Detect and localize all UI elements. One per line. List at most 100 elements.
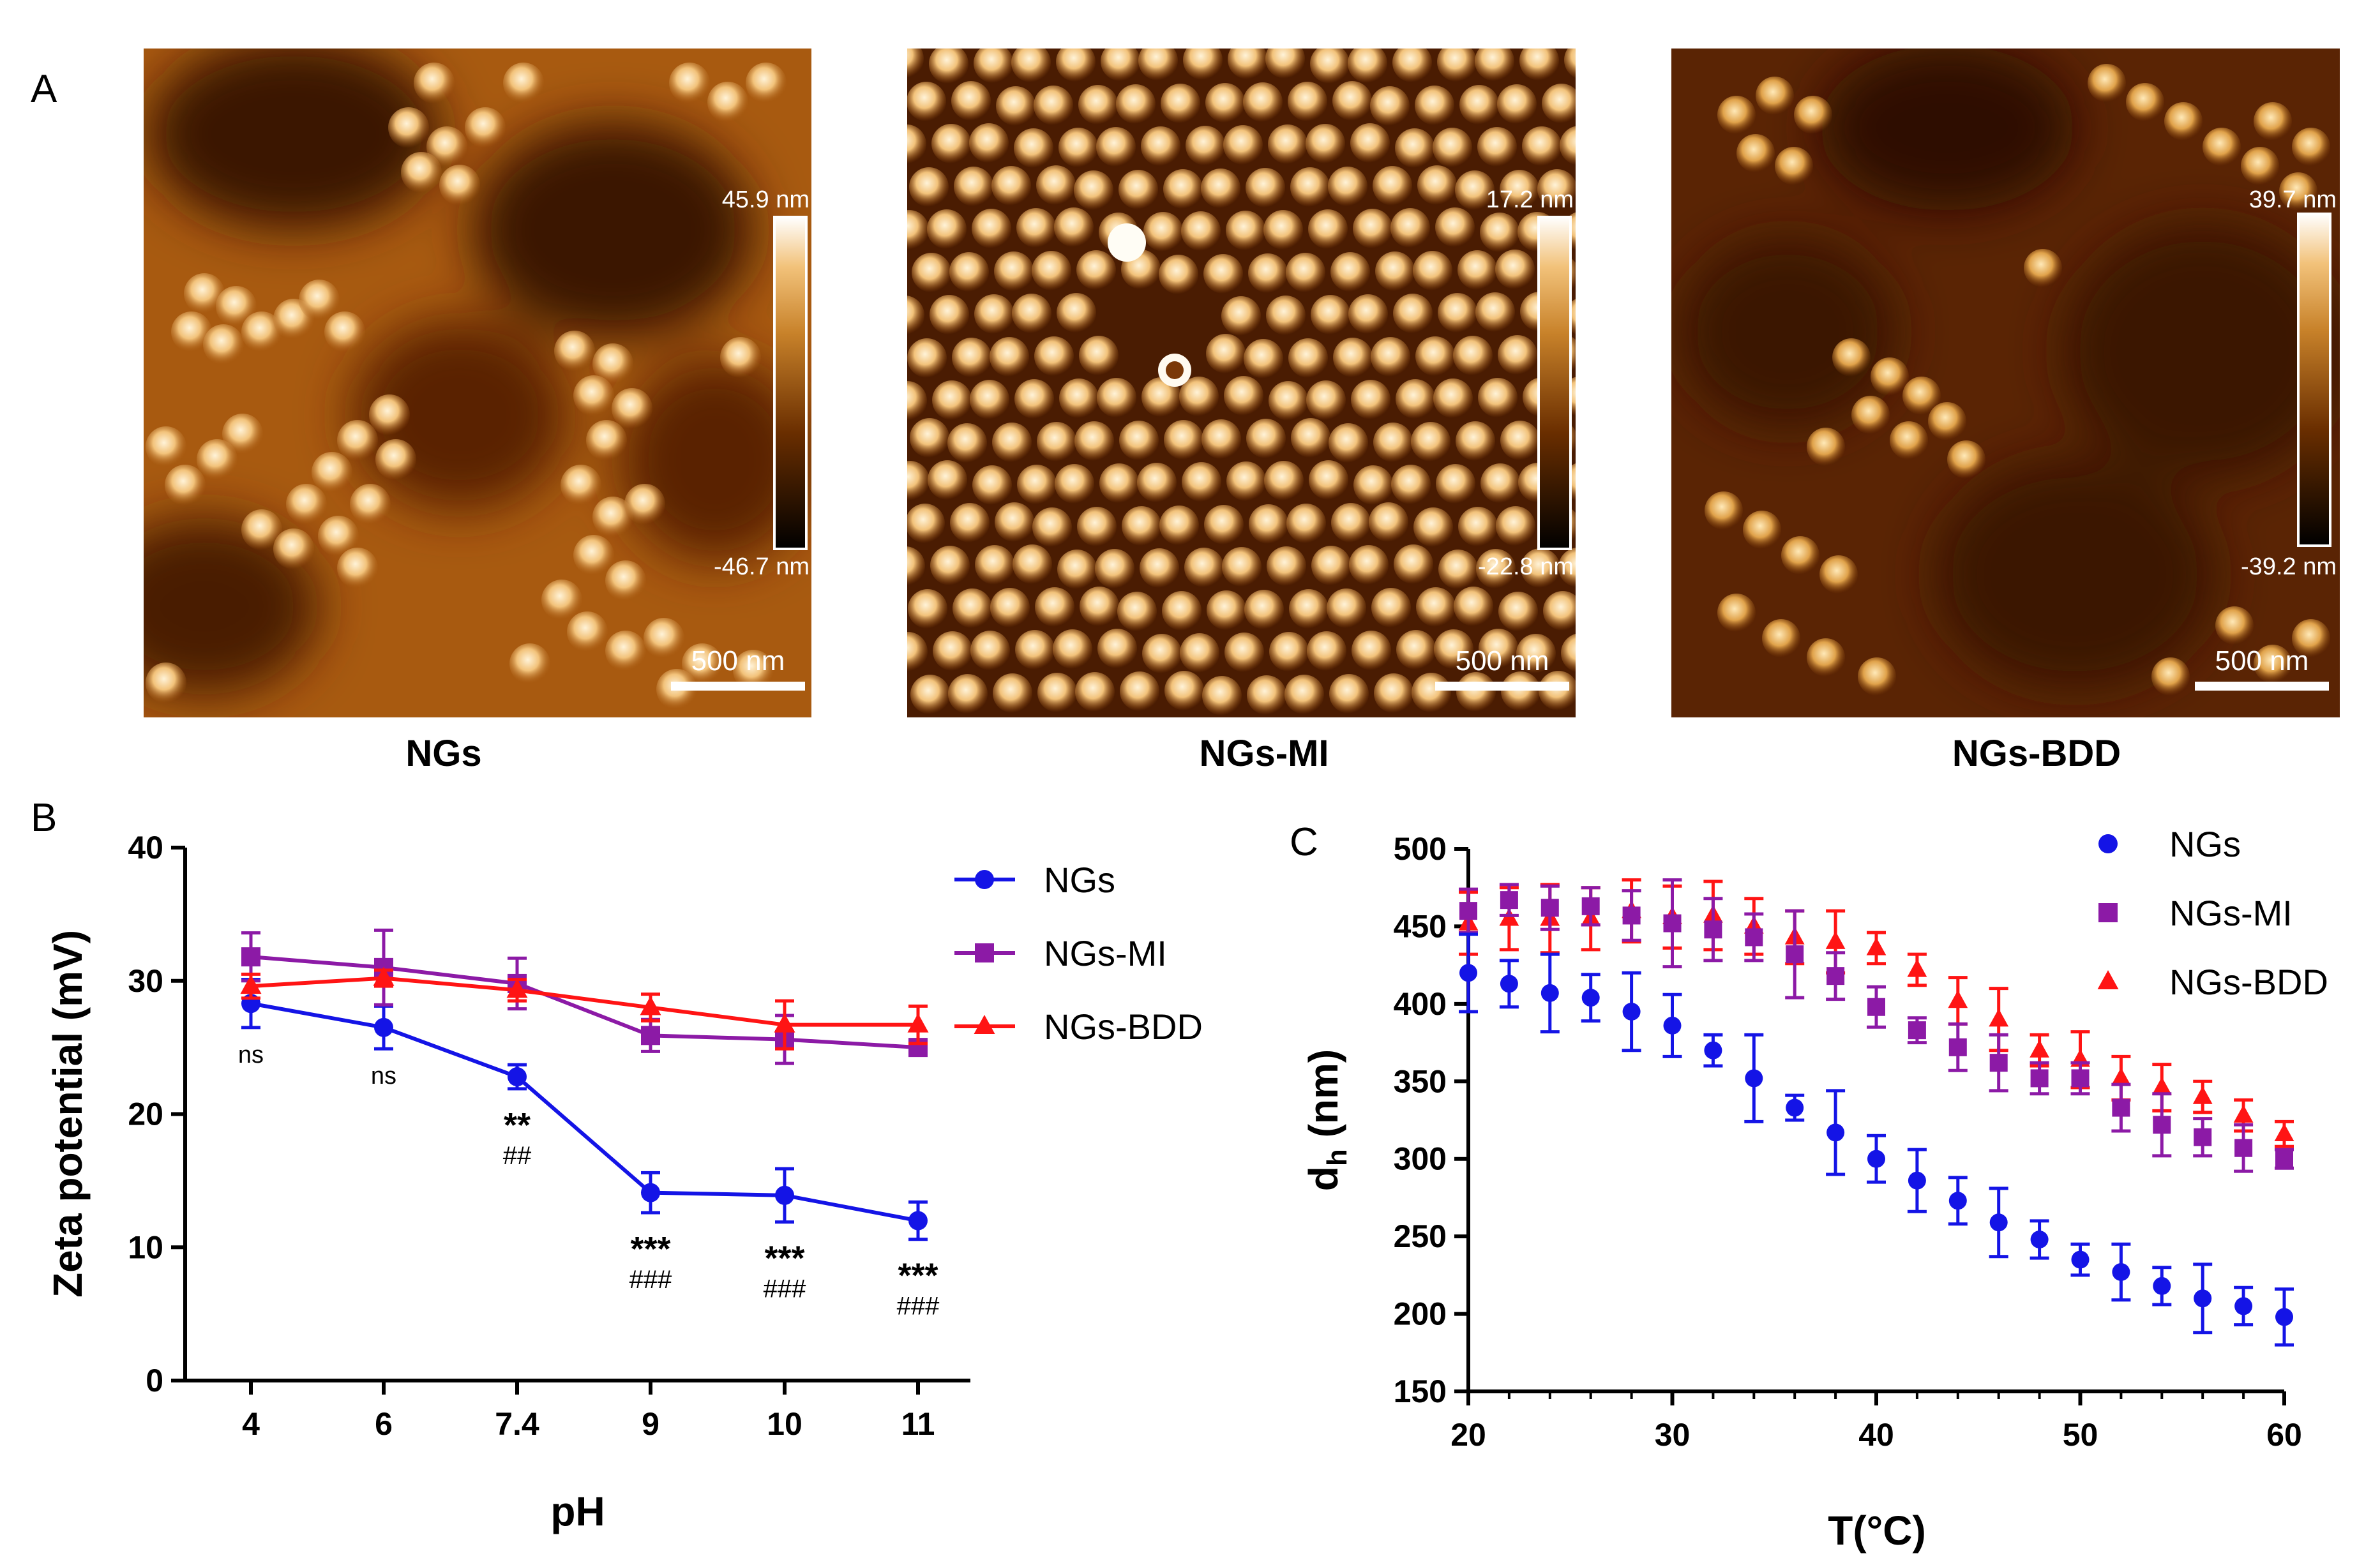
- data-point: [1826, 1123, 1845, 1142]
- afm-image-ngs: 45.9 nm -46.7 nm 500 nm: [144, 49, 811, 717]
- legend-item-ngs-bdd: NGs-BDD: [2097, 962, 2328, 1002]
- y-tick-label: 400: [1394, 986, 1447, 1022]
- data-point: [1866, 937, 1887, 955]
- y-tick-label: 0: [146, 1363, 163, 1398]
- series-ngs: [241, 978, 928, 1241]
- y-tick-label: 10: [128, 1229, 163, 1265]
- y-axis-title-main: d: [1300, 1166, 1346, 1191]
- data-point: [1745, 928, 1763, 947]
- y-tick-label: 300: [1394, 1141, 1447, 1177]
- data-point: [1540, 984, 1559, 1002]
- data-point: [2153, 1116, 2171, 1134]
- data-point: [1989, 1054, 2008, 1072]
- legend-item-ngs: NGs: [954, 860, 1115, 900]
- data-point: [1704, 1041, 1722, 1060]
- legend-label: NGs: [2169, 824, 2241, 864]
- data-point: [2275, 1149, 2293, 1168]
- data-point: [2233, 1104, 2254, 1123]
- data-point: [1786, 1098, 1804, 1117]
- legend-item-ngs-bdd: NGs-BDD: [954, 1007, 1203, 1047]
- debris-bright: [1108, 223, 1146, 262]
- x-axis-title: T(°C): [1828, 1508, 1926, 1554]
- colorbar-max: 17.2 nm: [1486, 186, 1574, 213]
- series-ngs: [1459, 932, 2294, 1347]
- legend-marker: [2098, 903, 2118, 922]
- significance-hashes: ###: [764, 1275, 806, 1303]
- data-point: [1948, 1038, 1967, 1056]
- data-point: [1459, 964, 1477, 982]
- series-ngs-mi: [1459, 878, 2294, 1173]
- data-point: [1825, 931, 1846, 949]
- scale-bar-label: 500 nm: [691, 645, 785, 677]
- significance-stars: ***: [898, 1257, 938, 1295]
- x-tick-label: 50: [2063, 1417, 2098, 1453]
- data-point: [373, 966, 395, 986]
- data-point: [1745, 1069, 1763, 1088]
- significance-ns: ns: [371, 1063, 396, 1090]
- y-tick-label: 40: [128, 830, 163, 865]
- x-tick-label: 4: [242, 1406, 260, 1442]
- y-axis-title-sub: h: [1322, 1149, 1353, 1166]
- data-point: [2071, 1250, 2090, 1269]
- data-point: [1826, 967, 1845, 985]
- scale-bar-label: 500 nm: [2215, 645, 2309, 677]
- x-tick-label: 40: [1858, 1417, 1894, 1453]
- data-point: [2274, 1123, 2294, 1142]
- legend-item-ngs: NGs: [2098, 824, 2241, 864]
- afm-caption-ngs-mi: NGs-MI: [1200, 733, 1329, 774]
- data-point: [2194, 1289, 2212, 1308]
- data-point: [641, 1026, 660, 1045]
- data-point: [2071, 1069, 2090, 1088]
- data-point: [775, 1185, 794, 1205]
- scale-bar: [1435, 682, 1569, 691]
- legend-label: NGs-MI: [2169, 893, 2293, 933]
- legend: NGs NGs-MI NGs-BDD: [2097, 824, 2328, 1002]
- data-point: [2030, 1039, 2049, 1058]
- legend-marker: [975, 943, 994, 962]
- data-point: [2234, 1297, 2253, 1315]
- significance-ns: ns: [238, 1042, 264, 1068]
- data-point: [2275, 1308, 2293, 1326]
- data-point: [374, 1017, 393, 1037]
- legend-marker: [975, 870, 994, 889]
- data-point: [1989, 1008, 2009, 1027]
- data-point: [506, 978, 528, 998]
- panel-label-c: C: [1290, 820, 1318, 864]
- colorbar-min: -39.2 nm: [2241, 553, 2337, 580]
- y-tick-label: 20: [128, 1097, 163, 1132]
- hydrodynamic-diameter-chart: 150 200 250 300 350 400 450 500 20 30 40 50 60 T(°C) d…: [1300, 824, 2328, 1554]
- data-point: [1663, 914, 1682, 932]
- panel-label-b: B: [31, 796, 57, 840]
- legend-item-ngs-mi: NGs-MI: [954, 933, 1167, 973]
- legend: NGs NGs-MI NGs-BDD: [954, 860, 1203, 1047]
- data-point: [640, 996, 661, 1015]
- ngs-particles: [146, 63, 787, 710]
- data-point: [1663, 1016, 1682, 1035]
- data-point: [2153, 1277, 2171, 1295]
- colorbar: [2297, 213, 2331, 547]
- data-point: [2112, 1098, 2130, 1117]
- colorbar-max: 39.7 nm: [2249, 186, 2337, 213]
- y-tick-label: 200: [1394, 1296, 1447, 1332]
- data-point: [240, 975, 262, 994]
- afm-caption-ngs: NGs: [405, 733, 481, 774]
- data-point: [2030, 1069, 2049, 1088]
- data-point: [2194, 1128, 2212, 1146]
- series-ngs-mi: [241, 928, 928, 1065]
- ngs-bdd-particles: [1705, 64, 2330, 696]
- colorbar-min: -22.8 nm: [1478, 553, 1574, 580]
- x-tick-label: 10: [767, 1406, 802, 1442]
- y-tick-label: 150: [1394, 1374, 1447, 1409]
- afm-image-ngs-bdd: 39.7 nm -39.2 nm 500 nm: [1671, 49, 2340, 717]
- x-tick-label: 11: [901, 1406, 935, 1442]
- data-point: [2111, 1067, 2131, 1086]
- data-point: [1704, 920, 1722, 939]
- colorbar: [773, 216, 808, 550]
- significance-stars: **: [504, 1106, 531, 1144]
- data-point: [1581, 989, 1600, 1007]
- series-ngs-bdd: [240, 966, 929, 1051]
- data-point: [2234, 1139, 2253, 1157]
- data-point: [508, 1067, 527, 1087]
- data-point: [2151, 1077, 2172, 1095]
